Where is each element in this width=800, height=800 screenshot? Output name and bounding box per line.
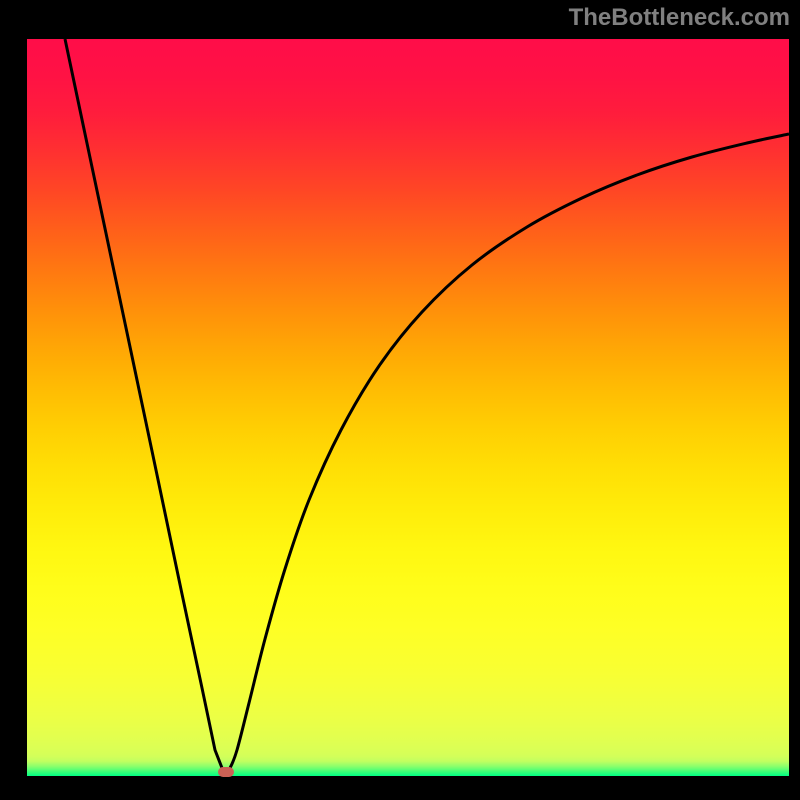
bottleneck-chart	[0, 0, 800, 800]
watermark-text: TheBottleneck.com	[569, 4, 790, 32]
optimal-point-marker	[218, 767, 234, 777]
chart-container: TheBottleneck.com	[0, 0, 800, 800]
